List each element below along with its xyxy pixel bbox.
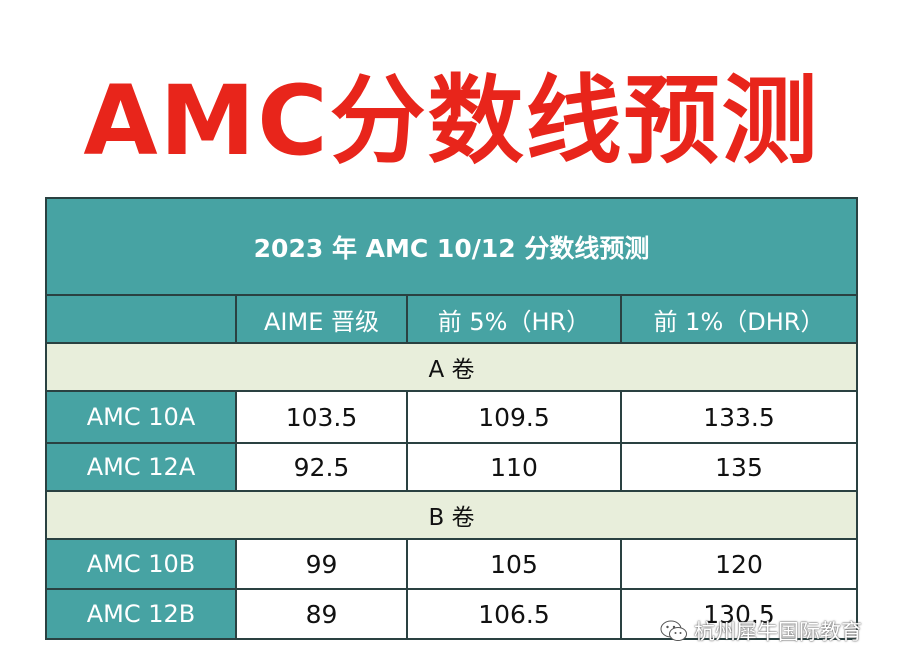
value-cell: 110 xyxy=(406,442,622,492)
value-cell: 105 xyxy=(406,538,622,590)
row-label: AMC 10A xyxy=(45,390,237,444)
page-title: AMC分数线预测 xyxy=(83,65,820,177)
table-header-row: AIME 晋级 前 5%（HR） 前 1%（DHR） xyxy=(45,294,858,344)
watermark: 杭州犀牛国际教育 xyxy=(660,616,862,646)
value-cell: 135 xyxy=(620,442,858,492)
value-cell: 103.5 xyxy=(235,390,408,444)
value-cell: 133.5 xyxy=(620,390,858,444)
table-row: AMC 12A 92.5 110 135 xyxy=(45,442,858,492)
watermark-text: 杭州犀牛国际教育 xyxy=(694,620,862,644)
column-header-blank xyxy=(45,294,237,344)
value-cell: 99 xyxy=(235,538,408,590)
table-row: AMC 10A 103.5 109.5 133.5 xyxy=(45,390,858,444)
section-row: A 卷 xyxy=(45,342,858,392)
value-cell: 109.5 xyxy=(406,390,622,444)
table-row: AMC 12B 89 106.5 130.5 xyxy=(45,588,858,640)
score-table: 2023 年 AMC 10/12 分数线预测 AIME 晋级 前 5%（HR） … xyxy=(45,197,858,640)
row-label: AMC 12B xyxy=(45,588,237,640)
table-title: 2023 年 AMC 10/12 分数线预测 xyxy=(45,197,858,296)
value-cell: 120 xyxy=(620,538,858,590)
row-label: AMC 10B xyxy=(45,538,237,590)
wechat-icon xyxy=(660,620,687,641)
column-header-top5: 前 5%（HR） xyxy=(406,294,622,344)
value-cell: 106.5 xyxy=(406,588,622,640)
value-cell: 89 xyxy=(235,588,408,640)
value-cell: 92.5 xyxy=(235,442,408,492)
section-label-b: B 卷 xyxy=(45,490,858,540)
column-header-top1: 前 1%（DHR） xyxy=(620,294,858,344)
section-label-a: A 卷 xyxy=(45,342,858,392)
section-row: B 卷 xyxy=(45,490,858,540)
value-cell: 130.5 xyxy=(620,588,858,640)
row-label: AMC 12A xyxy=(45,442,237,492)
table-row: AMC 10B 99 105 120 xyxy=(45,538,858,590)
table-title-row: 2023 年 AMC 10/12 分数线预测 xyxy=(45,197,858,296)
column-header-aime: AIME 晋级 xyxy=(235,294,408,344)
